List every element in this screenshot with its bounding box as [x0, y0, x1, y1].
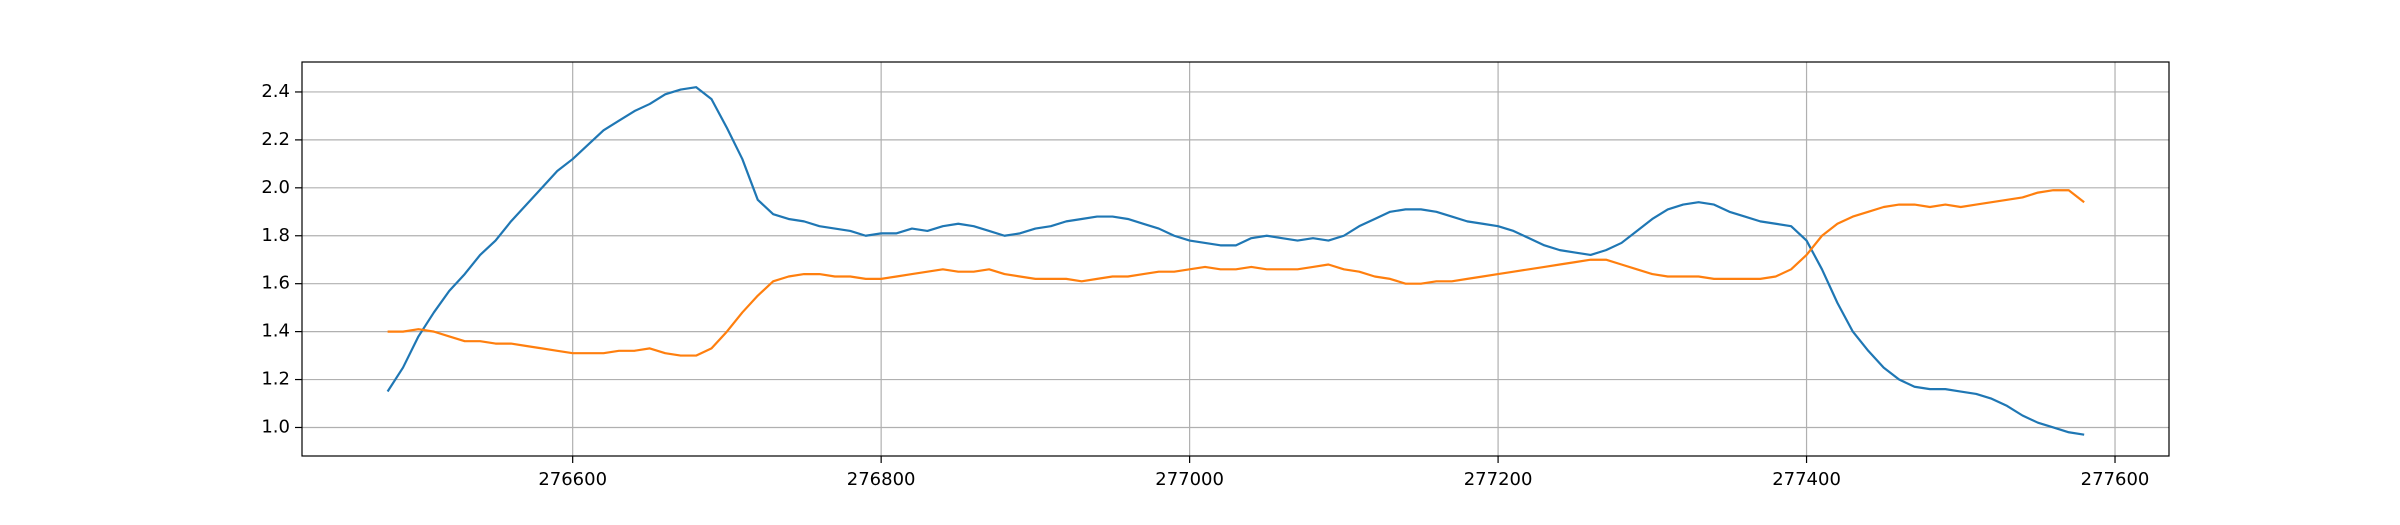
y-tick-label: 1.6: [261, 273, 290, 294]
data-line: [387, 189, 2085, 357]
data-line: [386, 86, 2085, 436]
plot-frame: [301, 61, 2170, 457]
y-tick-label: 1.2: [261, 369, 290, 390]
x-tick-label: 277000: [1155, 469, 1224, 490]
y-tick-label: 1.0: [261, 416, 290, 437]
x-tick-label: 277400: [1772, 469, 1841, 490]
y-tick-label: 1.8: [261, 225, 290, 246]
x-tick-label: 276600: [538, 469, 607, 490]
y-tick-label: 2.2: [261, 129, 290, 150]
y-tick-label: 1.4: [261, 321, 290, 342]
y-tick-label: 2.4: [261, 81, 290, 102]
x-tick-label: 277600: [2081, 469, 2150, 490]
x-tick-label: 276800: [847, 469, 916, 490]
y-tick-label: 2.0: [261, 177, 290, 198]
x-tick-label: 277200: [1464, 469, 1533, 490]
